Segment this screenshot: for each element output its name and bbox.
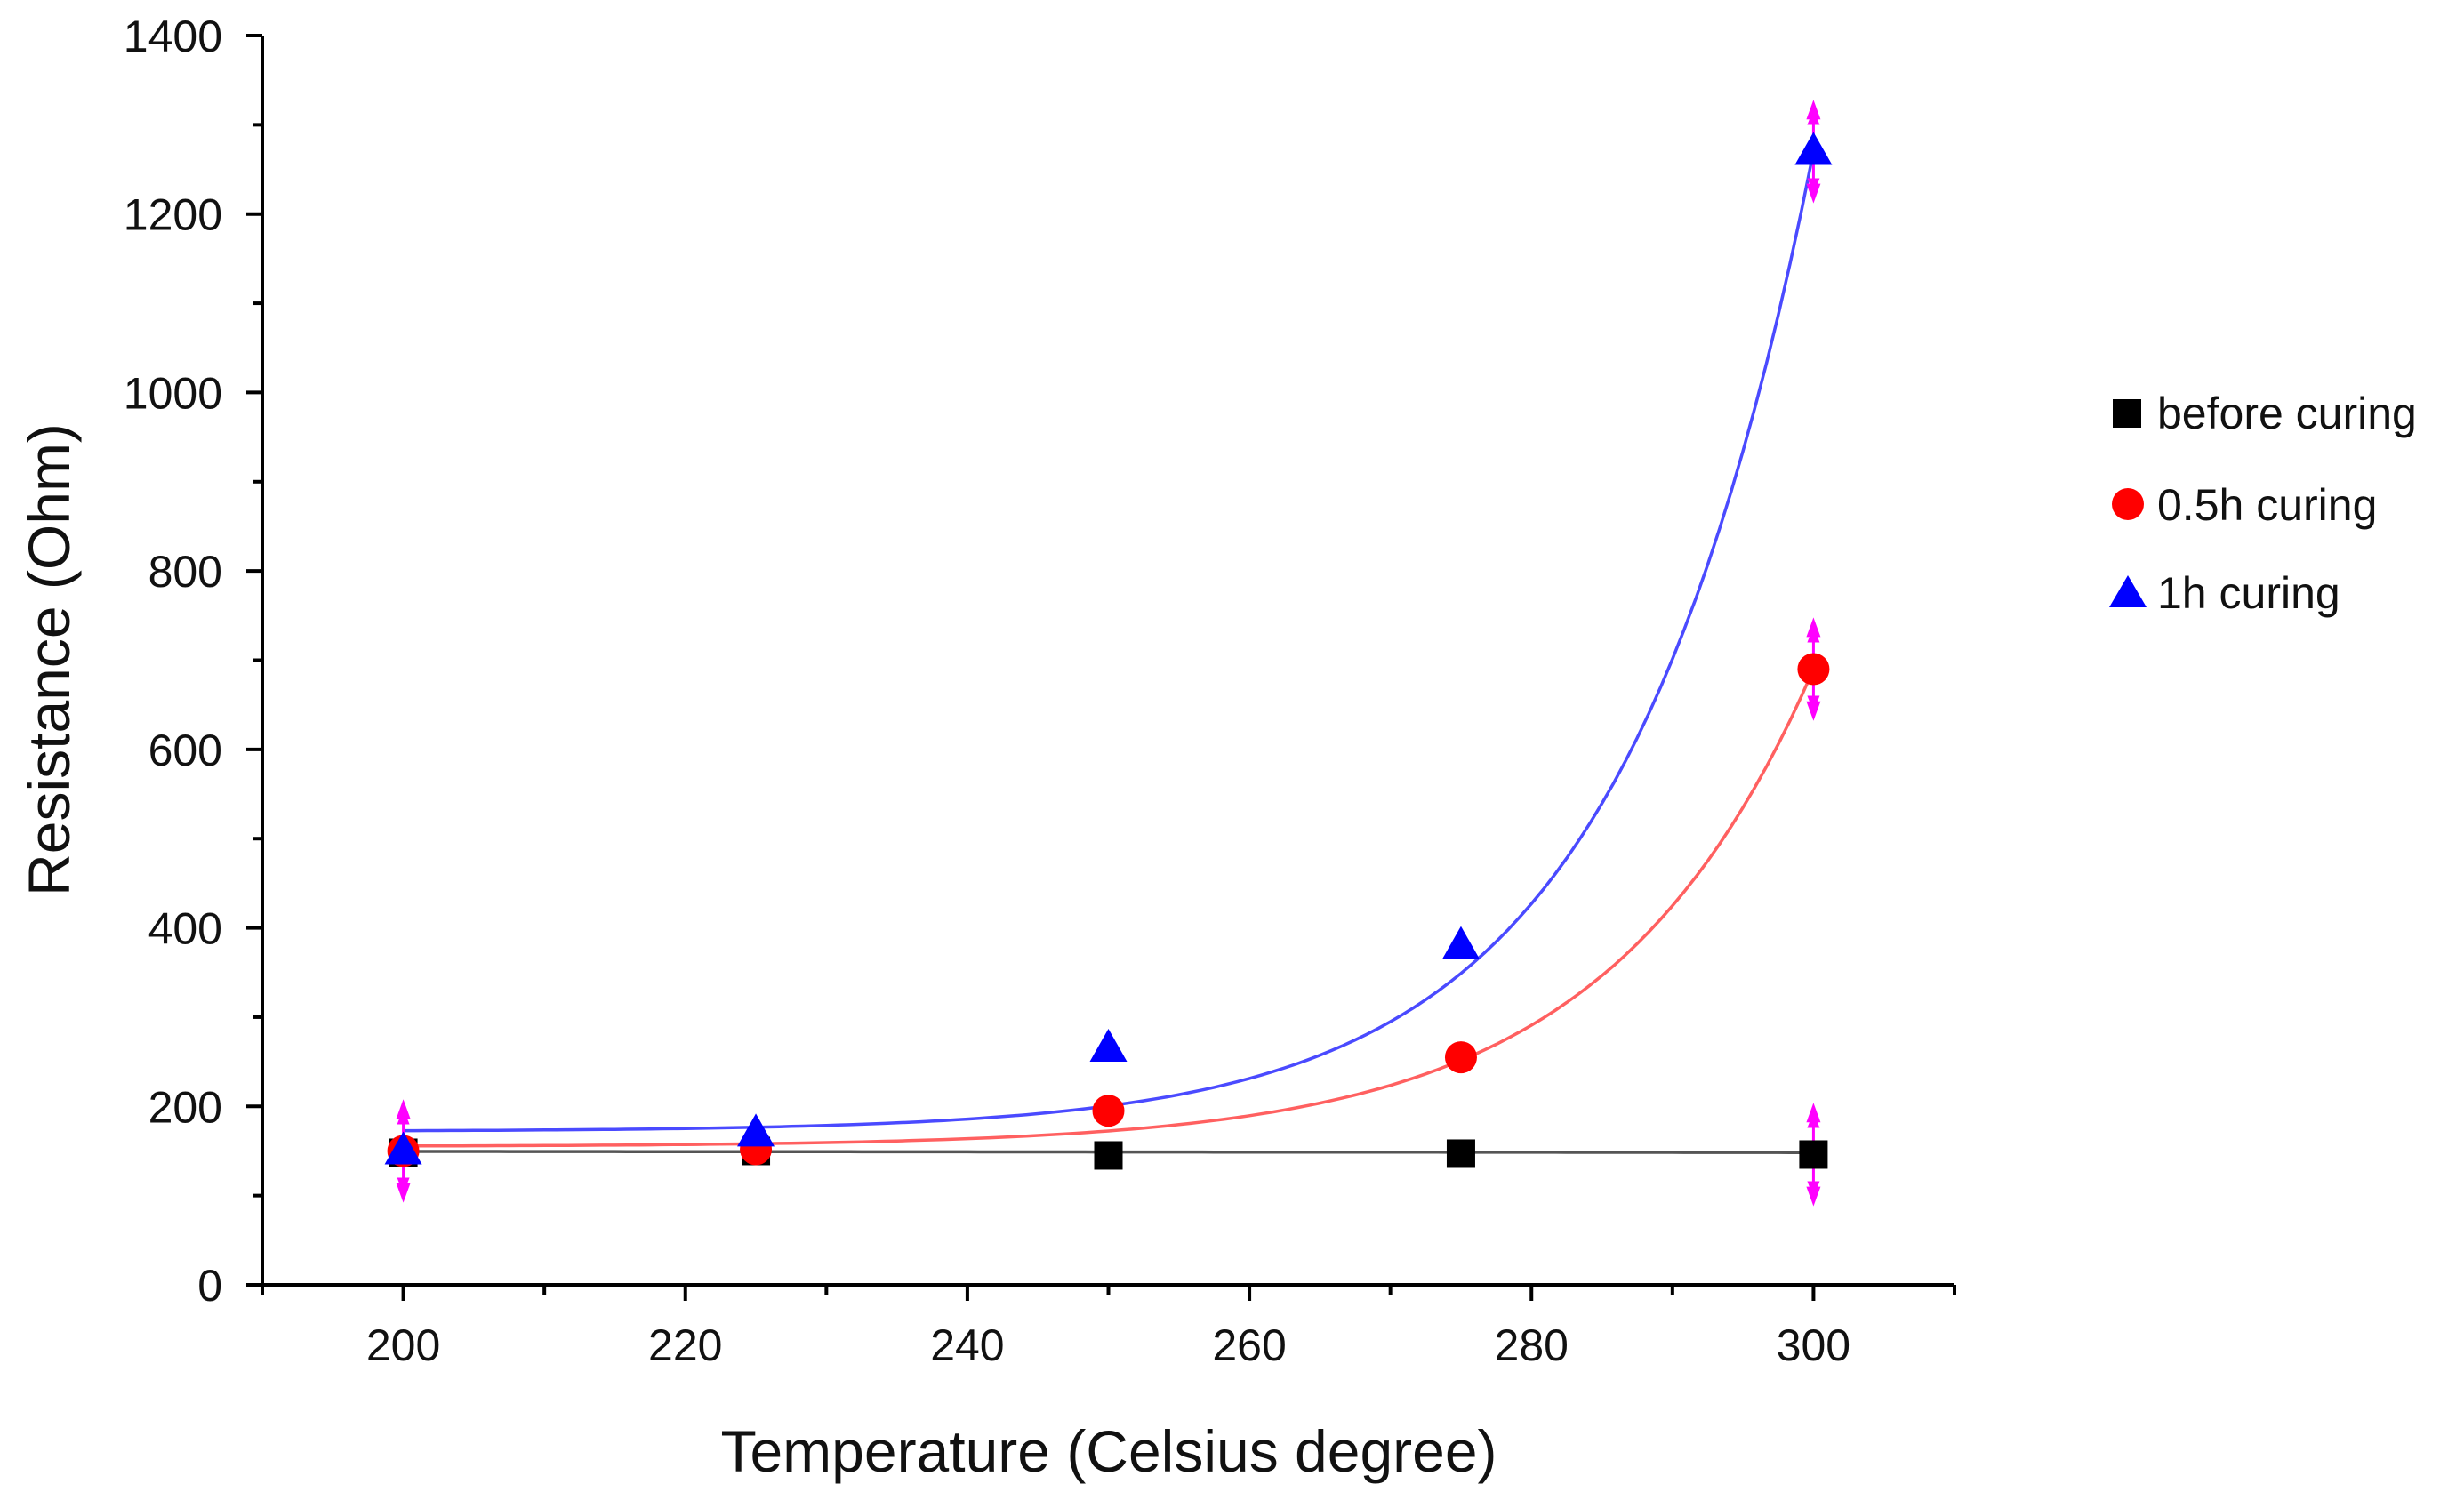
error-bar-inner-arrow [397, 1108, 410, 1125]
y-axis-title: Resistance (Ohm) [16, 423, 82, 896]
x-tick-label: 280 [1495, 1320, 1569, 1370]
legend-label: before curing [2157, 389, 2417, 438]
legend-label: 0.5h curing [2157, 480, 2377, 530]
data-point-before-curing [1799, 1140, 1828, 1169]
data-point-0-5h-curing [1092, 1095, 1125, 1127]
data-point-0-5h-curing [1444, 1041, 1477, 1074]
error-bar-inner-arrow [1807, 1181, 1820, 1198]
data-point-before-curing [1446, 1139, 1475, 1168]
data-points [384, 132, 1833, 1170]
y-tick-label: 1000 [124, 368, 222, 418]
y-tick-label: 1400 [124, 12, 222, 61]
legend-item-0-5h-curing: 0.5h curing [2112, 480, 2377, 530]
y-tick-label: 600 [148, 726, 222, 775]
legend: before curing 0.5h curing 1h curing [2109, 389, 2417, 618]
fit-curve-series-2 [403, 151, 1816, 1133]
error-bar-inner-arrow [1807, 178, 1820, 195]
data-point-1h-curing [1794, 132, 1833, 165]
legend-item-before-curing: before curing [2113, 389, 2417, 438]
error-bar-inner-arrow [1807, 626, 1820, 643]
error-bar-inner-arrow [397, 1177, 410, 1194]
data-point-1h-curing [737, 1113, 775, 1147]
fit-curve-series-1 [403, 668, 1816, 1148]
x-tick-label: 260 [1212, 1320, 1286, 1370]
legend-marker-square [2113, 399, 2141, 428]
y-tick-label: 200 [148, 1082, 222, 1132]
data-point-0-5h-curing [1797, 653, 1830, 686]
legend-item-1h-curing: 1h curing [2109, 568, 2340, 618]
data-point-1h-curing [1089, 1029, 1128, 1063]
x-axis-title: Temperature (Celsius degree) [720, 1418, 1497, 1484]
legend-marker-triangle [2109, 575, 2147, 607]
y-tick-label: 400 [148, 904, 222, 954]
legend-marker-circle [2112, 488, 2144, 520]
data-point-1h-curing [1441, 926, 1480, 959]
y-tick-label: 0 [197, 1261, 222, 1311]
y-tick-label: 800 [148, 547, 222, 597]
error-bar-inner-arrow [1807, 695, 1820, 712]
axis-ticks: 200 220 240 260 280 300 0 200 400 600 800 1000 1200 1… [124, 12, 1956, 1370]
error-bar-inner-arrow [1807, 108, 1820, 125]
error-bar-inner-arrow [1807, 1111, 1820, 1128]
x-tick-label: 300 [1777, 1320, 1850, 1370]
x-tick-label: 200 [366, 1320, 440, 1370]
legend-label: 1h curing [2157, 568, 2340, 618]
data-point-before-curing [1094, 1141, 1123, 1170]
x-tick-label: 220 [648, 1320, 722, 1370]
x-tick-label: 240 [930, 1320, 1004, 1370]
data-point-1h-curing [384, 1131, 422, 1165]
y-tick-label: 1200 [124, 190, 222, 240]
fit-curves [403, 151, 1816, 1154]
